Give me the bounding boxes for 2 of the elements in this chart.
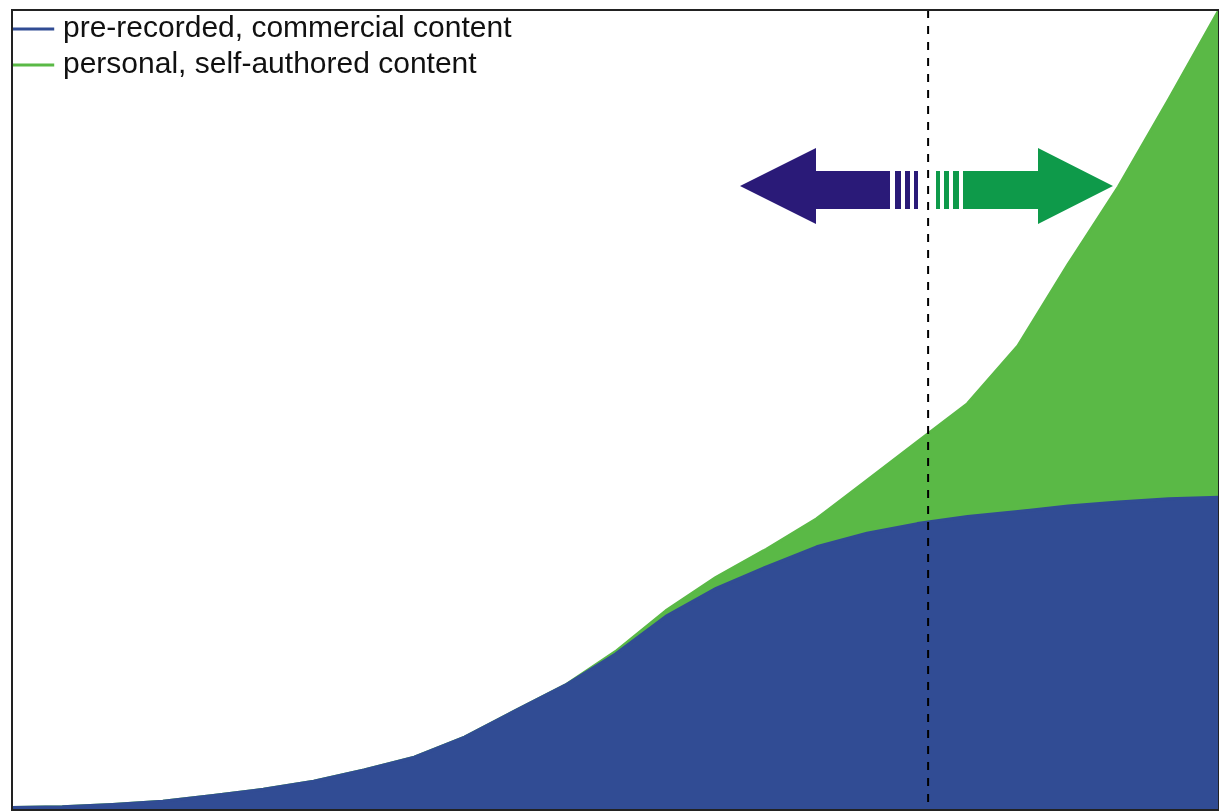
legend-label: pre-recorded, commercial content [63, 10, 513, 44]
legend-label: personal, self-authored content [63, 46, 478, 80]
